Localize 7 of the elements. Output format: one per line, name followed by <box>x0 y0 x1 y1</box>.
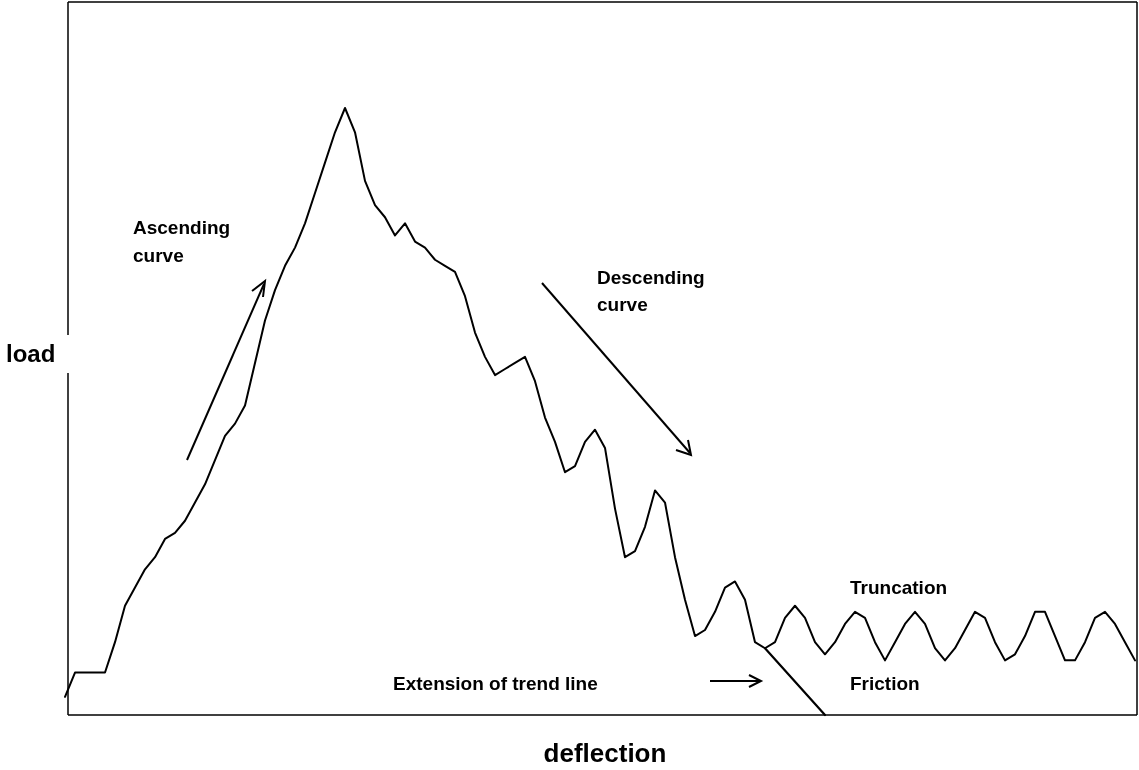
annotation: Ascending curve <box>133 217 231 266</box>
annotation: Friction <box>850 673 920 694</box>
y-axis-title: load <box>6 340 56 367</box>
x-axis-title: deflection <box>543 738 667 768</box>
annotation: Truncation <box>850 577 948 598</box>
annotation: Descending curve <box>597 267 705 315</box>
annotation: Extension of trend line <box>393 673 598 694</box>
